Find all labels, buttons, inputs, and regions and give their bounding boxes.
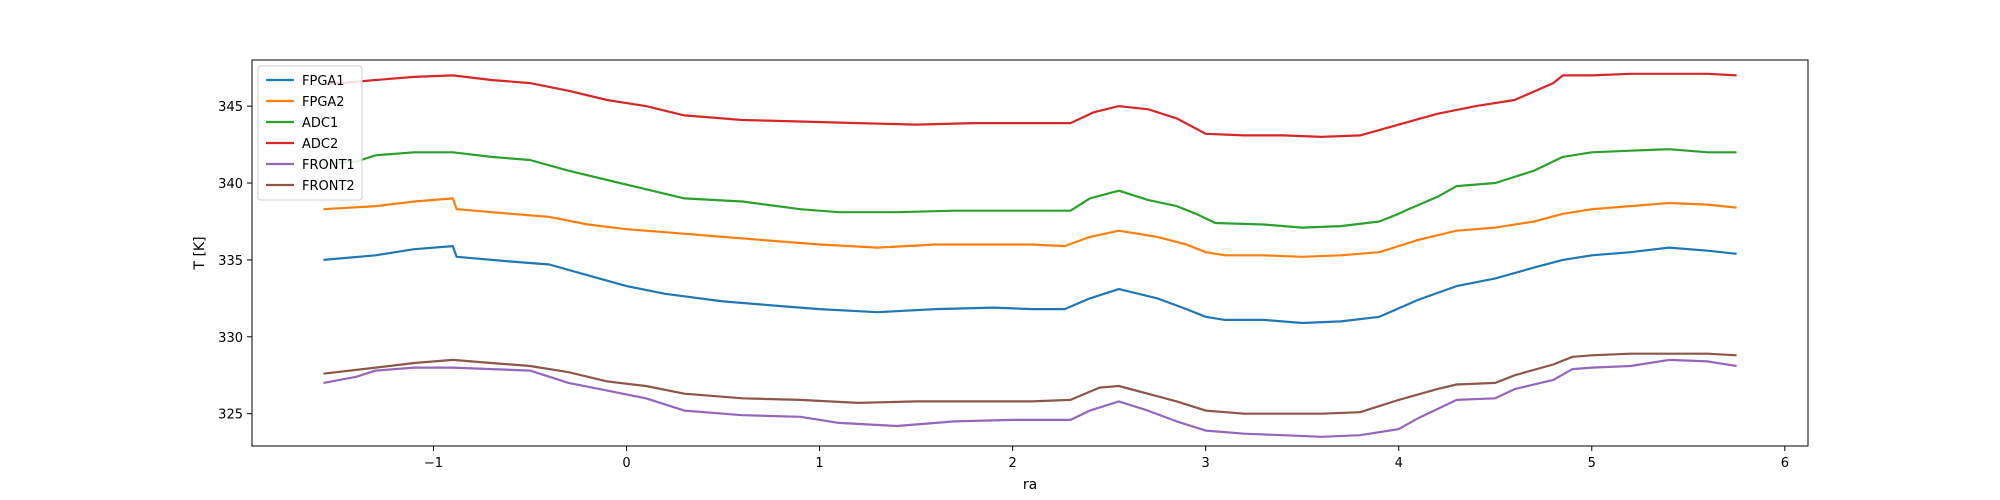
legend-label-adc1: ADC1 <box>302 116 338 131</box>
x-tick-label: 5 <box>1588 456 1596 471</box>
series-line-adc2 <box>323 72 1737 138</box>
x-tick-label: 3 <box>1202 456 1210 471</box>
x-tick-label: −1 <box>424 456 443 471</box>
x-tick-label: 1 <box>815 456 823 471</box>
x-tick-label: 4 <box>1395 456 1403 471</box>
series-line-fpga2 <box>323 197 1737 258</box>
legend-label-fpga2: FPGA2 <box>302 95 345 110</box>
legend-label-fpga1: FPGA1 <box>302 74 345 89</box>
legend-label-front2: FRONT2 <box>302 179 355 194</box>
y-tick-label: 345 <box>218 100 243 115</box>
y-axis-label: T [K] <box>192 236 208 270</box>
plot-area <box>323 72 1737 438</box>
x-tick-label: 0 <box>622 456 630 471</box>
y-tick-label: 340 <box>218 177 243 192</box>
y-tick-label: 325 <box>218 408 243 423</box>
legend-label-adc2: ADC2 <box>302 137 338 152</box>
series-line-front2 <box>323 352 1737 415</box>
x-tick-label: 6 <box>1781 456 1789 471</box>
x-tick-label: 2 <box>1008 456 1016 471</box>
x-axis: −1 0 1 2 3 4 5 6 <box>424 446 1789 471</box>
series-line-adc1 <box>323 148 1737 229</box>
series-line-fpga1 <box>323 245 1737 325</box>
y-axis: 325 330 335 340 345 <box>218 100 252 423</box>
legend-box <box>257 65 363 201</box>
x-axis-label: ra <box>1023 477 1037 493</box>
legend-label-front1: FRONT1 <box>302 158 355 173</box>
legend: FPGA1 FPGA2 ADC1 ADC2 FRONT1 FRONT2 <box>257 65 363 201</box>
y-tick-label: 330 <box>218 331 243 346</box>
y-tick-label: 335 <box>218 254 243 269</box>
series-line-front1 <box>323 358 1737 438</box>
plot-frame <box>251 59 1809 447</box>
